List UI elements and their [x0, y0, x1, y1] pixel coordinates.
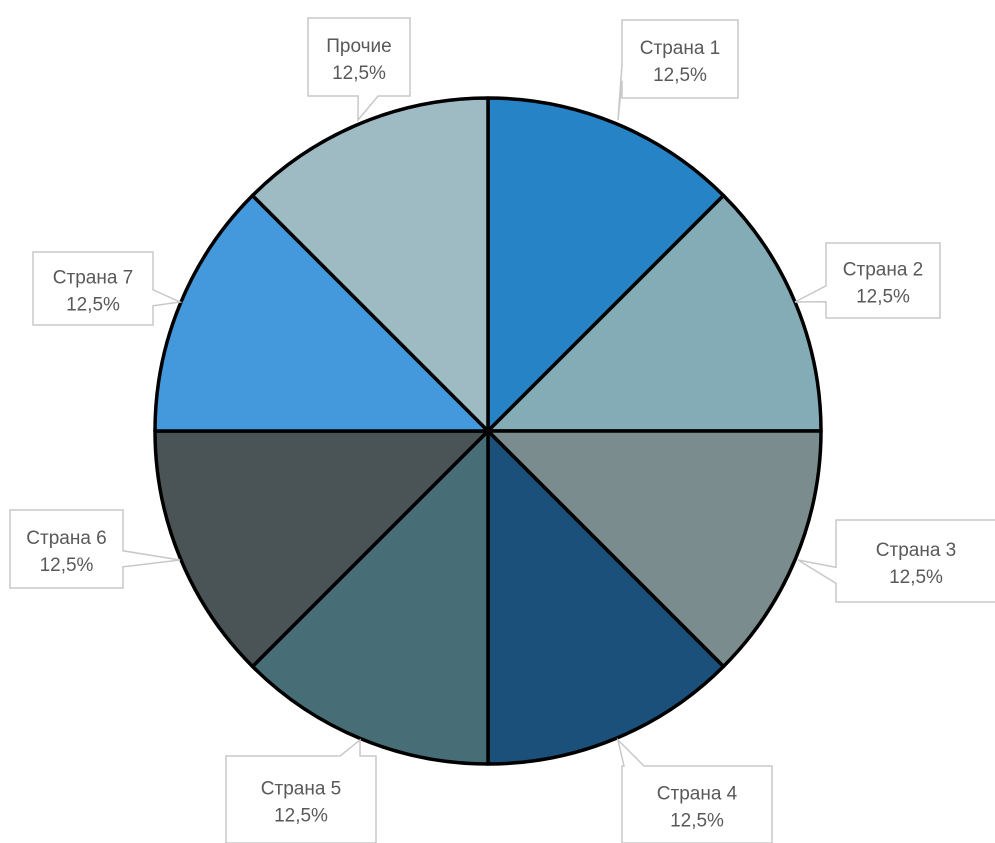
slice-label: Страна 5: [261, 779, 341, 800]
pie-slice-8: [250, 96, 490, 433]
slice-label: Страна 3: [876, 540, 956, 561]
callout-box: [32, 251, 183, 326]
callout-4: Страна 4 12,5%: [616, 737, 773, 843]
callout-box: [797, 519, 995, 603]
pie-slice-7: [153, 193, 490, 433]
slice-value-label: 12,5%: [274, 806, 328, 827]
pie-slice-1: [486, 96, 726, 433]
slice-label: Страна 6: [26, 528, 106, 549]
pie-slice-3: [486, 429, 823, 669]
callout-2: Страна 2 12,5%: [794, 242, 941, 319]
callout-box: [307, 17, 411, 123]
callout-box: [617, 19, 739, 121]
slice-label: Прочие: [326, 36, 391, 57]
callout-6: Страна 6 12,5%: [9, 509, 181, 589]
slice-value-label: 12,5%: [653, 65, 707, 86]
pie-slice-2: [486, 193, 823, 433]
slice-value-label: 12,5%: [40, 555, 94, 576]
callout-3: Страна 3 12,5%: [797, 519, 995, 603]
callout-1: Страна 1 12,5%: [617, 19, 739, 121]
slice-label: Страна 7: [53, 268, 133, 289]
slice-label: Страна 4: [657, 784, 738, 805]
slice-label: Страна 1: [640, 38, 720, 59]
pie-slices: [153, 96, 823, 766]
callout-box: [794, 242, 941, 319]
callout-box: [616, 737, 773, 843]
slice-value-label: 12,5%: [66, 295, 120, 316]
slice-label: Страна 2: [843, 260, 923, 281]
slice-value-label: 12,5%: [856, 287, 910, 308]
callout-box: [9, 509, 181, 589]
callout-box: [225, 738, 377, 843]
pie-slice-4: [486, 429, 726, 766]
callout-8: Прочие 12,5%: [307, 17, 411, 123]
slice-value-label: 12,5%: [670, 811, 724, 832]
slice-value-label: 12,5%: [889, 567, 943, 588]
callout-7: Страна 7 12,5%: [32, 251, 183, 326]
callout-5: Страна 5 12,5%: [225, 738, 377, 843]
pie-slice-6: [153, 429, 490, 669]
slice-value-label: 12,5%: [332, 63, 386, 84]
data-callouts: Страна 112,5%Страна 212,5%Страна 312,5%С…: [9, 17, 995, 843]
